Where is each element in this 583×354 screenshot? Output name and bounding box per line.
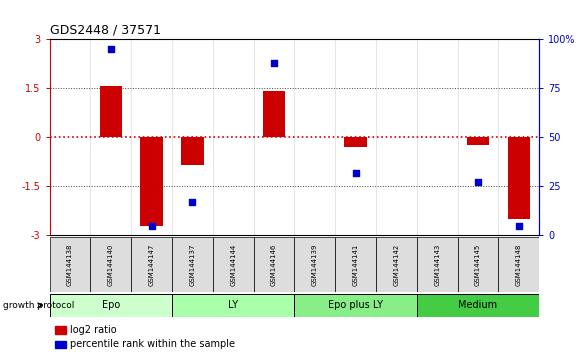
Bar [55,341,66,348]
Bar [345,137,367,147]
Bar [100,86,122,137]
Text: GSM144142: GSM144142 [394,244,399,286]
Text: Epo plus LY: Epo plus LY [328,300,383,310]
Text: Epo: Epo [101,300,120,310]
Text: GSM144141: GSM144141 [353,244,359,286]
Bar [263,91,285,137]
Text: GSM144140: GSM144140 [108,244,114,286]
Bar [467,137,489,145]
Text: percentile rank within the sample: percentile rank within the sample [70,339,235,349]
Bar [50,294,172,317]
Text: growth protocol: growth protocol [3,301,74,310]
Text: LY: LY [228,300,238,310]
Bar [213,237,254,292]
Bar [458,237,498,292]
Bar [172,294,294,317]
Bar [181,137,203,165]
Point [188,199,197,205]
Text: Medium: Medium [458,300,498,310]
Bar [417,294,539,317]
Bar [50,237,90,292]
Bar [417,237,458,292]
Text: log2 ratio: log2 ratio [70,325,117,335]
Bar [172,237,213,292]
Text: GDS2448 / 37571: GDS2448 / 37571 [50,23,160,36]
Bar [294,237,335,292]
Text: GSM144139: GSM144139 [312,243,318,286]
Bar [90,237,131,292]
Bar [335,237,376,292]
Point [269,60,279,65]
Bar [131,237,172,292]
Text: GSM144143: GSM144143 [434,244,440,286]
Bar [141,137,163,225]
Bar [376,237,417,292]
Text: GSM144146: GSM144146 [271,244,277,286]
Point [147,223,156,228]
Text: GSM144137: GSM144137 [189,243,195,286]
Text: GSM144145: GSM144145 [475,244,481,286]
Text: GSM144144: GSM144144 [230,244,236,286]
Point [106,46,115,52]
Bar [508,137,530,219]
Bar [254,237,294,292]
Bar [498,237,539,292]
Text: GSM144148: GSM144148 [516,244,522,286]
Point [473,179,483,185]
Point [351,170,360,175]
Bar [55,326,66,334]
Point [514,223,524,228]
Text: GSM144138: GSM144138 [67,243,73,286]
Text: GSM144147: GSM144147 [149,244,154,286]
Bar [294,294,417,317]
